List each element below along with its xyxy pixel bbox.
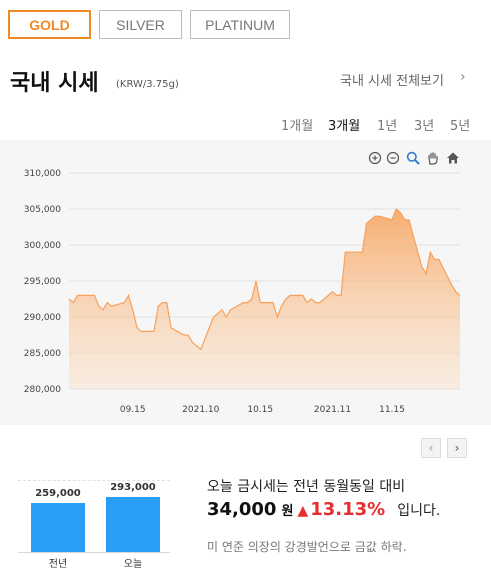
period-5y[interactable]: 5년: [450, 119, 471, 134]
home-icon[interactable]: [446, 151, 460, 165]
chevron-left-icon: ‹: [428, 441, 434, 455]
bar-label-today: 오늘: [123, 559, 143, 569]
change-percent: 13.13%: [310, 499, 386, 520]
x-tick-label: 2021.10: [182, 405, 219, 415]
tab-silver[interactable]: SILVER: [99, 10, 182, 39]
metal-tabs: GOLD SILVER PLATINUM: [8, 10, 298, 39]
zoom-out-icon[interactable]: [386, 151, 400, 165]
bar-value-today: 293,000: [110, 482, 156, 493]
y-tick-label: 305,000: [24, 205, 61, 215]
x-tick-label: 10.15: [247, 405, 273, 415]
y-tick-label: 310,000: [24, 169, 61, 179]
bar-today: [106, 497, 160, 552]
price-line: [68, 207, 461, 351]
price-chart-svg: 280,000 285,000 290,000 295,000 300,000 305,0…: [24, 169, 461, 415]
chevron-right-icon: ›: [454, 441, 460, 455]
bar-value-last-year: 259,000: [35, 488, 81, 500]
mini-chart-top-line: [18, 480, 170, 481]
y-tick-label: 295,000: [24, 277, 61, 287]
comparison-chart: 259,000 293,000 전년 오늘: [18, 480, 170, 569]
x-tick-label: 2021.11: [314, 405, 351, 415]
change-amount: 34,000: [207, 499, 277, 520]
magnify-icon[interactable]: [406, 151, 420, 165]
up-arrow-icon: ▲: [297, 503, 309, 519]
y-tick-label: 300,000: [24, 241, 61, 251]
price-area: [69, 209, 460, 389]
pan-hand-icon[interactable]: [426, 151, 440, 165]
next-button[interactable]: ›: [447, 438, 467, 458]
prev-button[interactable]: ‹: [421, 438, 441, 458]
unit-label: (KRW/3.75g): [116, 79, 179, 90]
currency-label: 원: [281, 504, 294, 519]
bar-last-year: [31, 503, 85, 552]
chevron-right-icon: ›: [460, 69, 466, 85]
price-chart: 280,000 285,000 290,000 295,000 300,000 305,0…: [0, 140, 491, 425]
zoom-in-icon[interactable]: [368, 151, 382, 165]
period-selector: 1개월 3개월 1년 3년 5년: [0, 115, 491, 134]
x-tick-label: 11.15: [379, 405, 405, 415]
bar-label-last-year: 전년: [48, 559, 68, 569]
period-1y[interactable]: 1년: [377, 119, 398, 134]
x-tick-label: 09.15: [120, 405, 146, 415]
summary-figures: 34,000 원 ▲ 13.13% 입니다.: [207, 499, 440, 523]
period-3m[interactable]: 3개월: [328, 119, 361, 134]
summary-tail: 입니다.: [397, 503, 441, 519]
period-3y[interactable]: 3년: [414, 119, 435, 134]
y-tick-label: 280,000: [24, 385, 61, 395]
mini-chart-baseline: [18, 552, 170, 553]
view-all-link[interactable]: 국내 시세 전체보기: [340, 74, 444, 89]
y-tick-label: 290,000: [24, 313, 61, 323]
summary-line: 오늘 금시세는 전년 동월동일 대비: [207, 479, 406, 495]
period-1m[interactable]: 1개월: [281, 119, 314, 134]
tab-platinum[interactable]: PLATINUM: [190, 10, 290, 39]
page-title: 국내 시세: [10, 71, 99, 96]
market-note: 미 연준 의장의 강경발언으로 금값 하락.: [207, 540, 407, 554]
tab-gold[interactable]: GOLD: [8, 10, 91, 39]
y-tick-label: 285,000: [24, 349, 61, 359]
